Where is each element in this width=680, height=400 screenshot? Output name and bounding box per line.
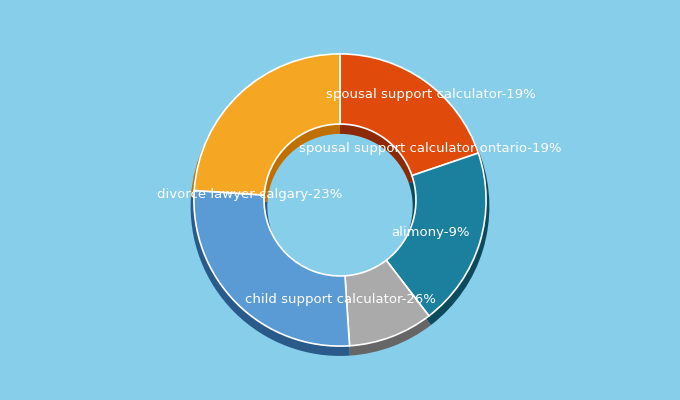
Text: divorce lawyer calgary-23%: divorce lawyer calgary-23% — [156, 188, 342, 201]
Wedge shape — [191, 57, 340, 202]
Wedge shape — [384, 158, 490, 325]
Text: spousal support calculator ontario-19%: spousal support calculator ontario-19% — [299, 142, 562, 155]
Wedge shape — [340, 54, 478, 176]
Wedge shape — [194, 54, 340, 195]
Wedge shape — [194, 190, 350, 346]
Wedge shape — [345, 260, 429, 346]
Text: alimony-9%: alimony-9% — [391, 226, 470, 239]
Text: spousal support calculator-19%: spousal support calculator-19% — [326, 88, 535, 101]
Text: child support calculator-26%: child support calculator-26% — [245, 293, 435, 306]
Wedge shape — [345, 264, 431, 356]
Wedge shape — [190, 197, 350, 356]
Wedge shape — [386, 153, 486, 316]
Wedge shape — [340, 57, 481, 183]
